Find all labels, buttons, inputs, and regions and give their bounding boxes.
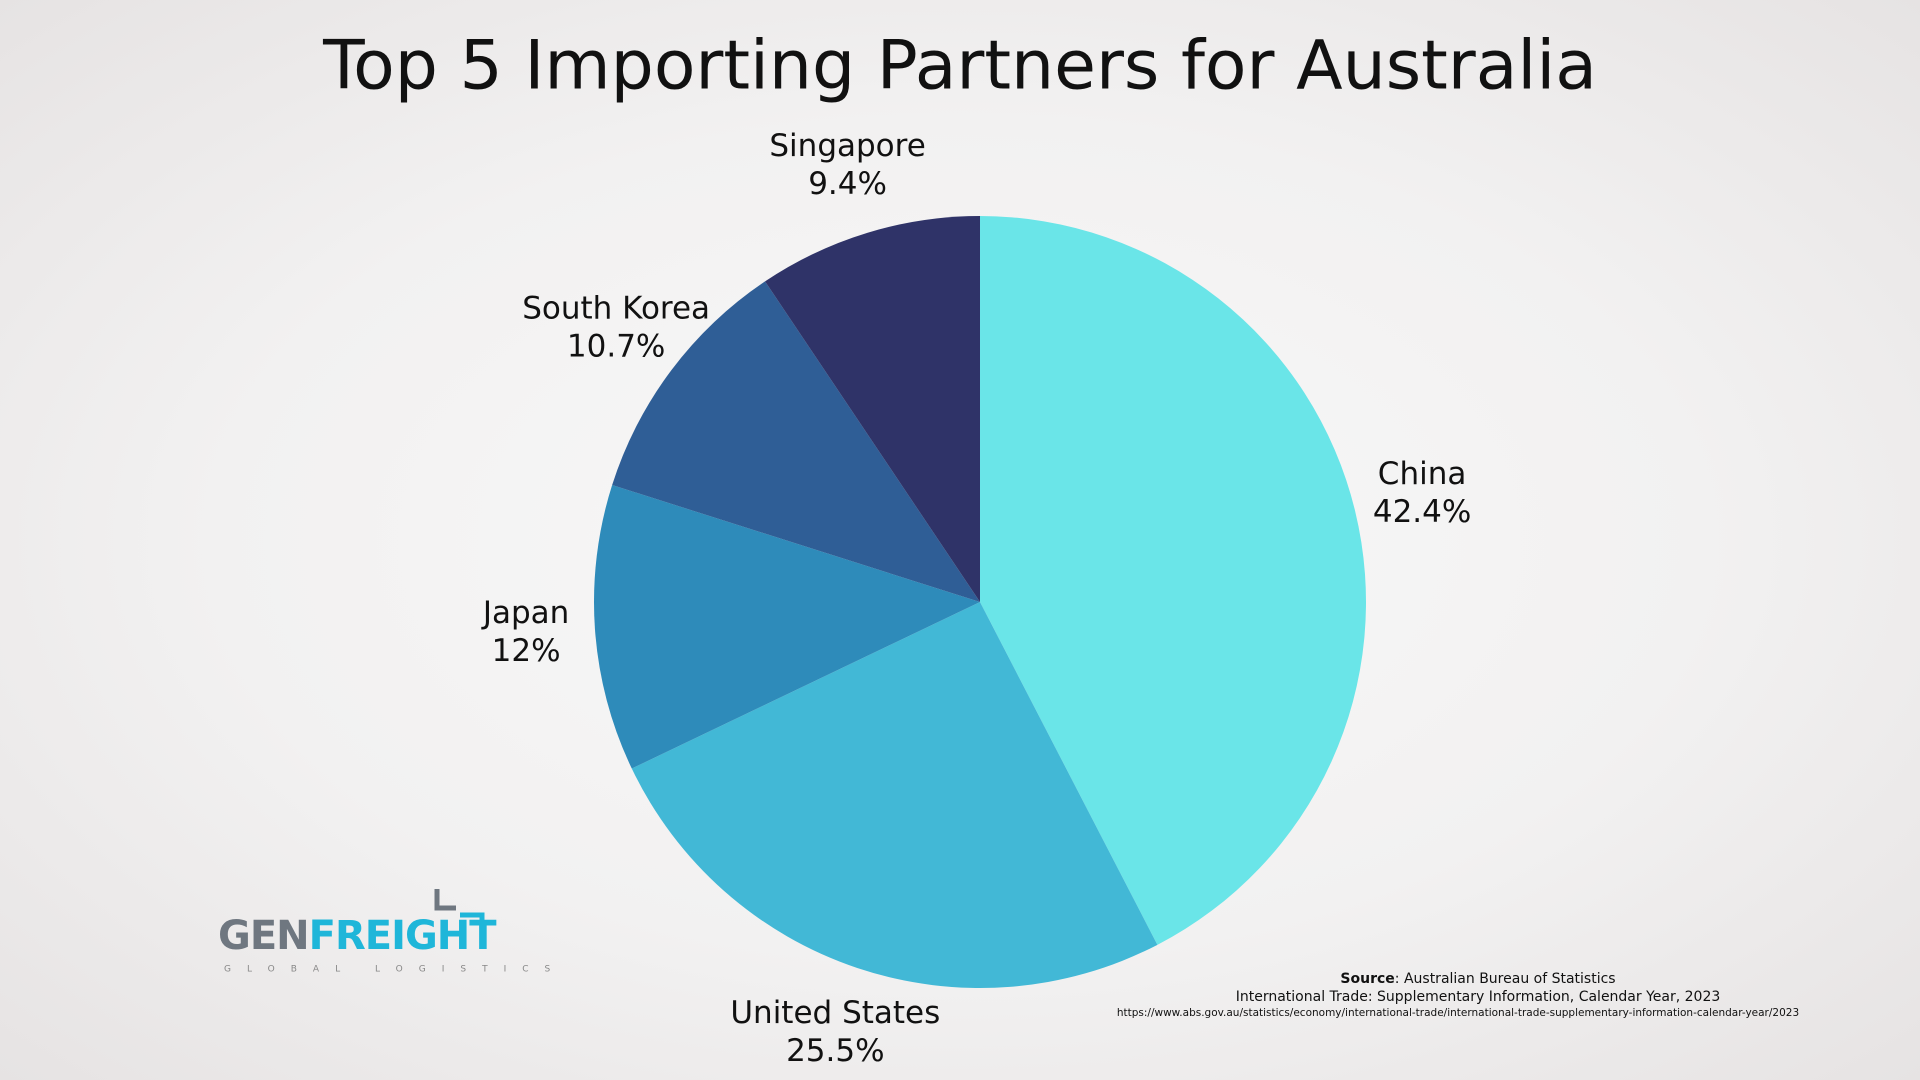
pie-slice [765, 216, 980, 602]
source-text: : Australian Bureau of Statistics [1395, 971, 1616, 987]
data-label: 10.7% [567, 328, 665, 364]
source-url: https://www.abs.gov.au/statistics/econom… [1117, 1007, 1799, 1019]
logo-bracket [460, 912, 485, 935]
slice-name: China [1378, 456, 1467, 492]
data-label: 25.5% [786, 1033, 884, 1069]
data-label: 9.4% [808, 166, 887, 202]
slice-name: South Korea [522, 290, 710, 326]
logo-text: GENFREIGHT [218, 913, 497, 959]
data-label: 42.4% [1373, 494, 1471, 530]
logo: GENFREIGHT GLOBAL LOGISTICS [218, 889, 566, 975]
source-line: Source: Australian Bureau of Statistics [1340, 971, 1615, 987]
pie-slice [980, 216, 1366, 945]
source-label: Source [1340, 971, 1394, 987]
logo-bracket [434, 889, 456, 911]
chart-title: Top 5 Importing Partners for Australia [322, 27, 1597, 106]
source: Source: Australian Bureau of Statistics … [1117, 971, 1799, 1019]
logo-freight: FREIGHT [309, 913, 498, 959]
logo-tagline: GLOBAL LOGISTICS [224, 965, 566, 975]
source-detail: International Trade: Supplementary Infor… [1236, 989, 1721, 1005]
slice-name: Japan [481, 595, 569, 631]
logo-gen: GEN [218, 913, 309, 959]
pie-slice [631, 602, 1158, 988]
pie-slice [593, 485, 980, 769]
slice-name: United States [730, 995, 940, 1031]
pie-slice [612, 281, 980, 602]
data-label: 12% [492, 633, 561, 669]
slice-name: Singapore [769, 128, 925, 164]
